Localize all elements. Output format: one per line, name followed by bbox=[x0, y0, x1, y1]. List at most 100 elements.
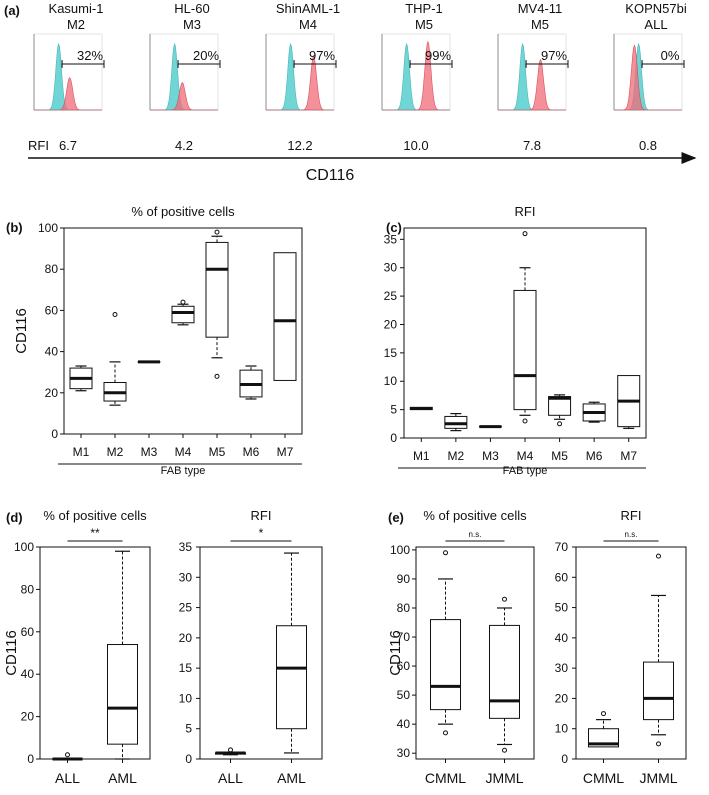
category-label: M6 bbox=[243, 445, 260, 459]
panel-c-letter: (c) bbox=[386, 220, 402, 235]
outlier-point bbox=[443, 550, 448, 556]
panel-d-letter: (d) bbox=[6, 510, 23, 525]
rfi-value: 0.8 bbox=[639, 138, 657, 153]
plot-frame bbox=[575, 546, 687, 760]
y-tick-label: 0 bbox=[27, 752, 34, 766]
y-tick-label: 0 bbox=[185, 752, 192, 766]
y-axis-label: CD116 bbox=[3, 630, 20, 676]
outlier-point bbox=[443, 730, 448, 736]
category-label: M2 bbox=[107, 445, 124, 459]
cd116-axis-label: CD116 bbox=[306, 167, 355, 184]
y-axis-label: CD116 bbox=[387, 630, 404, 676]
chart-title: % of positive cells bbox=[43, 508, 147, 523]
box-CMML: CMML bbox=[425, 550, 466, 786]
box-M1: M1 bbox=[69, 365, 93, 459]
category-label: AML bbox=[108, 770, 137, 786]
positive-percent: 99% bbox=[425, 48, 451, 63]
y-tick-label: 80 bbox=[397, 601, 411, 615]
boxplot-panel-5: RFI 0 10 20 30 40 50 60 70 n.s. CMML JMML bbox=[555, 508, 687, 786]
category-label: ALL bbox=[55, 770, 80, 786]
boxplot-panel-4: % of positive cells 30 40 50 60 70 80 90 100 CD11… bbox=[387, 508, 535, 786]
y-tick-label: 10 bbox=[555, 722, 569, 736]
y-tick-label: 90 bbox=[397, 572, 411, 586]
outlier-point bbox=[522, 418, 528, 424]
box-M7: M7 bbox=[273, 252, 297, 459]
significance-label: ** bbox=[90, 526, 100, 540]
box-AML: AML bbox=[276, 552, 307, 786]
histogram-frame bbox=[265, 33, 335, 111]
cd116-histogram bbox=[614, 44, 682, 111]
cd116-histogram bbox=[266, 55, 334, 111]
positive-percent: 0% bbox=[661, 48, 680, 63]
positive-percent: 32% bbox=[77, 48, 103, 63]
box-iqr bbox=[548, 396, 572, 416]
box-M1: M1 bbox=[409, 406, 433, 463]
category-label: M1 bbox=[73, 445, 90, 459]
category-label: ALL bbox=[218, 770, 243, 786]
box-M4: M4 bbox=[171, 299, 195, 459]
outlier-point bbox=[214, 373, 220, 379]
histogram-frame bbox=[381, 33, 451, 111]
box-iqr bbox=[107, 644, 138, 745]
outlier-point bbox=[502, 747, 507, 753]
box-M6: M6 bbox=[582, 401, 606, 463]
rfi-value: 4.2 bbox=[175, 138, 193, 153]
x-axis-label: FAB type bbox=[503, 465, 548, 477]
category-label: M6 bbox=[586, 449, 603, 463]
outlier-point bbox=[180, 299, 186, 305]
positive-percent: 97% bbox=[541, 48, 567, 63]
y-tick-label: 20 bbox=[21, 710, 35, 724]
box-CMML: CMML bbox=[583, 711, 624, 786]
outlier-point bbox=[522, 231, 528, 237]
y-tick-label: 40 bbox=[555, 631, 569, 645]
cell-line-name: MV4-11 bbox=[518, 1, 563, 16]
category-label: CMML bbox=[583, 770, 624, 786]
box-JMML: JMML bbox=[639, 553, 678, 786]
category-label: M5 bbox=[209, 445, 226, 459]
outlier-point bbox=[656, 741, 661, 747]
box-M5: M5 bbox=[548, 394, 572, 463]
y-tick-label: 25 bbox=[384, 289, 398, 303]
y-tick-label: 20 bbox=[179, 631, 193, 645]
box-ALL: ALL bbox=[215, 747, 246, 786]
positive-percent: 97% bbox=[309, 48, 335, 63]
positive-percent: 20% bbox=[193, 48, 219, 63]
cd116-histogram bbox=[34, 77, 102, 111]
chart-title: % of positive cells bbox=[423, 508, 527, 523]
box-iqr bbox=[643, 661, 674, 721]
plot-frame bbox=[39, 546, 151, 760]
outlier-point bbox=[557, 421, 563, 427]
y-tick-label: 30 bbox=[179, 570, 193, 584]
panel-b-letter: (b) bbox=[6, 220, 23, 235]
category-label: M5 bbox=[551, 449, 568, 463]
cell-line-fab: M4 bbox=[299, 17, 317, 32]
outlier-point bbox=[656, 553, 661, 559]
y-tick-label: 35 bbox=[384, 232, 398, 246]
outlier-point bbox=[214, 229, 220, 235]
box-AML: AML bbox=[107, 550, 138, 786]
box-M6: M6 bbox=[239, 365, 263, 459]
chart-title: % of positive cells bbox=[131, 204, 235, 219]
y-tick-label: 30 bbox=[384, 261, 398, 275]
y-tick-label: 20 bbox=[384, 317, 398, 331]
box-M2: M2 bbox=[444, 412, 468, 463]
y-tick-label: 5 bbox=[390, 403, 397, 417]
y-tick-label: 15 bbox=[384, 346, 398, 360]
category-label: M4 bbox=[517, 449, 534, 463]
plot-frame bbox=[415, 546, 535, 760]
box-M7: M7 bbox=[617, 375, 641, 463]
y-tick-label: 15 bbox=[179, 661, 193, 675]
box-iqr bbox=[513, 289, 537, 411]
category-label: AML bbox=[277, 770, 306, 786]
category-label: CMML bbox=[425, 770, 466, 786]
outlier-point bbox=[228, 747, 233, 753]
y-tick-label: 60 bbox=[397, 659, 411, 673]
plot-frame bbox=[63, 227, 303, 435]
box-iqr bbox=[171, 305, 195, 324]
outlier-point bbox=[65, 752, 70, 758]
plot-frame bbox=[199, 546, 323, 760]
